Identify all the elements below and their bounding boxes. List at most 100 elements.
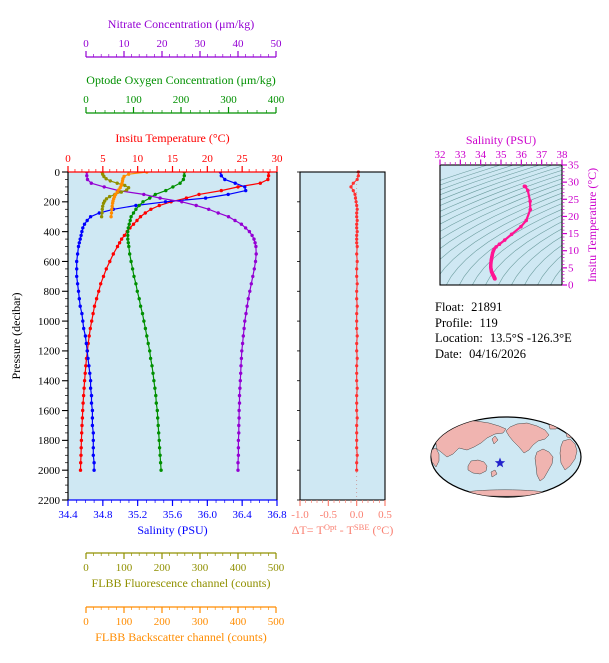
pressure-tick-label: 1200 (38, 346, 61, 358)
delta-tick-label: -0.5 (320, 509, 338, 521)
oxygen-axis-tick-label: 100 (125, 94, 142, 106)
backscatter-axis-tick-label: 400 (230, 616, 247, 628)
delta-tick-label: 0.5 (378, 509, 392, 521)
float-value: 21891 (471, 300, 503, 314)
temperature-axis-tick-label: 10 (132, 153, 144, 165)
ts-sal-tick-label: 37 (536, 149, 548, 161)
temperature-axis-tick-label: 0 (65, 153, 71, 165)
pressure-tick-label: 600 (44, 256, 61, 268)
map-land (431, 420, 578, 497)
landmass-south-america (534, 448, 554, 482)
float-line: Float: 21891 (435, 300, 572, 316)
landmass-africa (559, 438, 578, 471)
ts-temp-tick-label: 15 (568, 228, 580, 240)
float-label: Float: (435, 300, 465, 314)
delta-x-axis: -1.0 -0.5 0.0 0.5ΔT= TOpt - TSBE (°C) (291, 171, 393, 537)
landmass-new-zealand (490, 469, 498, 478)
backscatter-axis-label: FLBB Backscatter channel (counts) (95, 630, 267, 644)
delta-tick-label: -1.0 (291, 509, 309, 521)
pressure-tick-label: 1400 (38, 376, 61, 388)
fluorescence-axis-tick-label: 200 (154, 562, 171, 574)
fluorescence-axis-tick-label: 100 (116, 562, 133, 574)
temperature-axis-tick-label: 20 (202, 153, 214, 165)
fluorescence-axis: 0 100 200 300 400 500 FLBB Fluorescence channe… (83, 552, 285, 590)
backscatter-axis-tick-label: 500 (268, 616, 285, 628)
nitrate-axis-tick-label: 30 (195, 38, 207, 50)
oxygen-axis-tick-label: 400 (268, 94, 285, 106)
salinity-axis-tick-label: 34.8 (93, 509, 113, 521)
ts-temp-tick-label: 10 (568, 245, 580, 257)
ts-temp-tick-label: 5 (568, 262, 574, 274)
backscatter-profile-series (109, 172, 149, 219)
temperature-axis-tick-label: 30 (272, 153, 284, 165)
profile-plot-area (68, 172, 277, 500)
nitrate-axis: 0 10 20 30 40 50 Nitrate Concentration (μm/kg) (83, 17, 283, 58)
ts-temp-tick-label: 20 (568, 211, 580, 223)
date-label: Date: (435, 346, 463, 361)
oxygen-profile-series (126, 172, 186, 472)
oxygen-axis-tick-label: 200 (173, 94, 190, 106)
world-map (430, 416, 582, 498)
pressure-tick-label: 0 (55, 167, 61, 179)
pressure-tick-label: 800 (44, 286, 61, 298)
fluorescence-axis-tick-label: 0 (83, 562, 89, 574)
profile-series-layer (75, 172, 271, 472)
float-info-block: Float: 21891 Profile: 119 Location: 13.5°S … (435, 300, 572, 362)
oxygen-axis-tick-label: 300 (220, 94, 237, 106)
pressure-tick-label: 200 (44, 197, 61, 209)
salinity-profile-series (75, 172, 248, 472)
pressure-tick-label: 1600 (38, 405, 61, 417)
salinity-axis-tick-label: 36.0 (198, 509, 218, 521)
landmass-africa-west-sliver (431, 447, 440, 468)
backscatter-axis-tick-label: 200 (154, 616, 171, 628)
delta-plot-area (300, 172, 385, 500)
ts-temp-tick-label: 30 (568, 177, 580, 189)
ts-sal-tick-label: 33 (455, 149, 467, 161)
pressure-tick-label: 1800 (38, 435, 61, 447)
salinity-axis-label: Salinity (PSU) (137, 523, 207, 537)
oxygen-axis-tick-label: 0 (83, 94, 89, 106)
nitrate-axis-tick-label: 50 (271, 38, 283, 50)
pressure-tick-label: 1000 (38, 316, 61, 328)
ts-temp-tick-label: 35 (568, 160, 580, 172)
salinity-axis-tick-label: 36.4 (233, 509, 253, 521)
salinity-axis-tick-label: 35.6 (163, 509, 183, 521)
oxygen-axis-label: Optode Oxygen Concentration (μm/kg) (86, 73, 275, 87)
location-value: 13.5°S -126.3°E (489, 331, 572, 345)
pressure-tick-label: 2000 (38, 465, 61, 477)
ts-salinity-axis: 32 33 34 35 36 37 38 Salinity (PSU) (435, 133, 569, 165)
location-label: Location: (435, 331, 483, 345)
salinity-axis-tick-label: 34.4 (58, 509, 78, 521)
ts-sal-tick-label: 32 (435, 149, 446, 161)
profile-line: Profile: 119 (435, 316, 572, 332)
ts-ylabel: Insitu Temperature (°C) (585, 168, 599, 282)
ts-curve (489, 184, 533, 281)
backscatter-axis-tick-label: 0 (83, 616, 89, 628)
pressure-axis-label: Pressure (decibar) (9, 293, 23, 380)
ts-sal-tick-label: 38 (557, 149, 569, 161)
temperature-axis-tick-label: 25 (237, 153, 249, 165)
temperature-axis: 0 5 10 15 20 25 30 Insitu Temperature (°C) (65, 131, 284, 173)
nitrate-axis-tick-label: 40 (233, 38, 245, 50)
delta-plot-border (299, 171, 386, 501)
temperature-axis-label: Insitu Temperature (°C) (115, 131, 229, 145)
date-value: 04/16/2026 (469, 346, 527, 361)
ts-sal-tick-label: 36 (516, 149, 528, 161)
ts-temp-tick-label: 0 (568, 280, 574, 292)
backscatter-axis-tick-label: 100 (116, 616, 133, 628)
temperature-axis-tick-label: 5 (100, 153, 106, 165)
landmass-north-america (505, 422, 550, 454)
fluorescence-axis-tick-label: 500 (268, 562, 285, 574)
pressure-axis: 0 200 400 600 800 1000 1200 1400 1600 1800 2000 220… (9, 167, 68, 507)
nitrate-axis-tick-label: 10 (119, 38, 131, 50)
fluorescence-axis-tick-label: 400 (230, 562, 247, 574)
oxygen-axis: 0 100 200 300 400 Optode Oxygen Concentration… (83, 73, 285, 114)
profile-label: Profile: (435, 315, 473, 330)
profile-value: 119 (479, 315, 498, 330)
location-line: Location: 13.5°S -126.3°E (435, 331, 572, 347)
nitrate-axis-label: Nitrate Concentration (μm/kg) (108, 17, 254, 31)
landmass-japan (491, 435, 499, 445)
